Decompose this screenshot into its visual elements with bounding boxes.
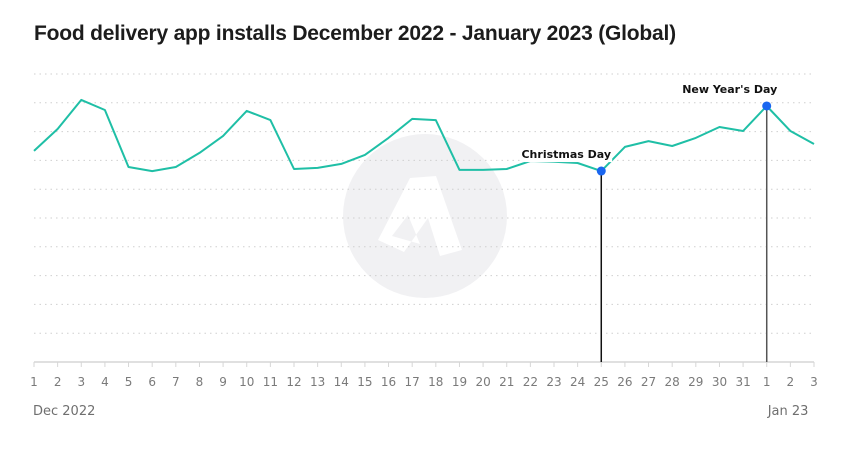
x-tick-label: 14 [334,375,349,389]
x-tick-label: 10 [239,375,254,389]
x-tick-label: 2 [54,375,62,389]
x-tick-label: 21 [499,375,514,389]
x-tick-labels: 1 2 3 4 5 6 7 8 9 10 11 12 13 14 15 16 17 18 19 20 21 22 23 24 2… [30,375,818,389]
x-tick-label: 2 [787,375,795,389]
series-line-installs [33,98,815,173]
annotations: Christmas Day New Year's Day [520,81,779,176]
period-label-dec-2022: Dec 2022 [33,404,96,419]
annotation-marker [762,101,772,111]
gridlines [34,73,814,334]
x-tick-label: 3 [810,375,818,389]
annotation-label-bg [520,147,613,163]
x-tick-label: 6 [148,375,156,389]
x-tick-label: 24 [570,375,585,389]
x-tick-label: 17 [405,375,420,389]
x-tick-label: 23 [546,375,561,389]
x-tick-label: 5 [125,375,133,389]
x-tick-label: 30 [712,375,727,389]
x-tick-label: 28 [665,375,680,389]
x-tick-label: 12 [286,375,301,389]
watermark-logo-icon [343,134,507,298]
period-label-jan-23: Jan 23 [767,404,809,419]
x-tick-label: 31 [735,375,750,389]
x-tick-label: 22 [523,375,538,389]
x-tick-label: 3 [77,375,85,389]
x-tick-label: 29 [688,375,703,389]
annotation-label-text: New Year's Day [682,83,777,96]
x-tick-label: 9 [219,375,227,389]
annotation-marker [596,166,606,176]
annotation-label-bg [680,81,779,97]
x-tick-label: 19 [452,375,467,389]
x-tick-label: 18 [428,375,443,389]
annotation-label: New Year's Day [680,81,779,97]
x-tick-label: 8 [196,375,204,389]
x-tick-label: 20 [475,375,490,389]
annotation-label-text: Christmas Day [521,148,611,161]
x-tick-label: 15 [357,375,372,389]
x-tick-label: 1 [763,375,771,389]
x-tick-label: 13 [310,375,325,389]
x-tick-label: 1 [30,375,38,389]
x-tick-label: 11 [263,375,278,389]
annotation-lines [600,105,768,362]
x-tick-label: 27 [641,375,656,389]
x-tick-label: 25 [594,375,609,389]
x-tick-label: 4 [101,375,109,389]
x-tick-label: 26 [617,375,632,389]
x-tick-label: 16 [381,375,396,389]
x-axis [33,361,815,367]
x-tick-label: 7 [172,375,180,389]
chart-title: Food delivery app installs December 2022… [34,22,676,45]
annotation-label: Christmas Day [520,147,613,163]
